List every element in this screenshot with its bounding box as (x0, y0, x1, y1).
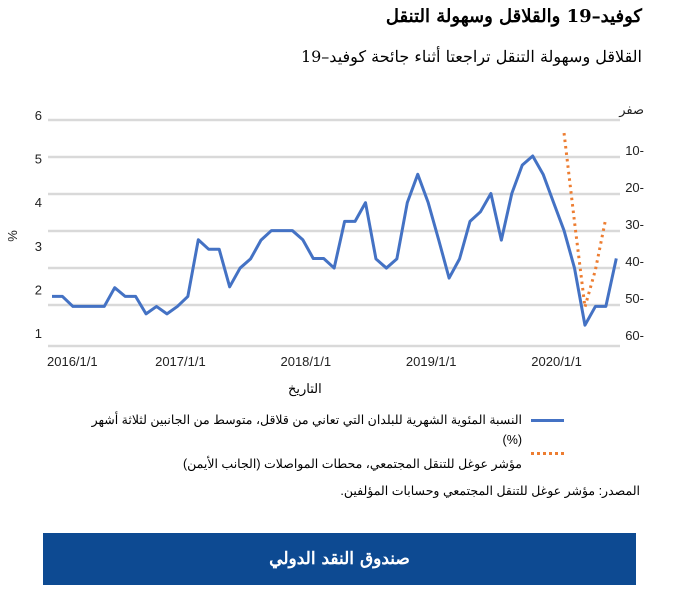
x-tick-label: 2018/1/1 (280, 354, 331, 369)
series-line-unrest (52, 154, 618, 327)
y-right-tick-label: 30- (625, 217, 644, 232)
y-tick-label: 4 (35, 195, 42, 210)
series-line-mobility (562, 132, 608, 308)
y-axis-right-label: % من الانحراف عن الخط الأساسي (654, 0, 671, 132)
y-tick-label: 5 (35, 152, 42, 167)
y-tick-label: 2 (35, 282, 42, 297)
legend: النسبة المئوية الشهرية للبلدان التي تعان… (72, 410, 564, 474)
legend-line-solid-icon (531, 419, 564, 422)
x-tick-label: 2016/1/1 (47, 354, 98, 369)
y-right-tick-label: 10- (625, 143, 644, 158)
y-right-tick-label: 50- (625, 291, 644, 306)
y-axis-label: % (5, 230, 20, 242)
x-tick-label: 2017/1/1 (155, 354, 206, 369)
legend-item-unrest: النسبة المئوية الشهرية للبلدان التي تعان… (72, 410, 564, 450)
x-tick-label: 2019/1/1 (406, 354, 457, 369)
y-tick-label: 1 (35, 326, 42, 341)
x-axis-label: التاريخ (288, 381, 322, 396)
y-tick-label: 6 (35, 108, 42, 123)
chart-title: كوفيد–19 والقلاقل وسهولة التنقل (385, 6, 642, 27)
legend-label: مؤشر عوغل للتنقل المجتمعي، محطات المواصل… (182, 457, 522, 471)
legend-line-dotted-icon (531, 452, 564, 455)
y-tick-label: 3 (35, 239, 42, 254)
notes-area: النسبة المئوية الشهرية للبلدان التي تعان… (40, 410, 640, 500)
chart-subtitle: القلاقل وسهولة التنقل تراجعتا أثناء جائح… (300, 47, 642, 66)
imf-footer-banner: صندوق النقد الدولي (43, 533, 636, 585)
line-chart: 6 5 4 3 2 1 صفر 10- 20- 30- 40- 50- 60- 2016/1/1 201… (5, 0, 671, 369)
y-right-tick-label: 60- (625, 328, 644, 343)
source-note: المصدر: مؤشر عوغل للتنقل المجتمعي وحسابا… (340, 484, 640, 498)
y-right-tick-label: 20- (625, 180, 644, 195)
legend-item-mobility: مؤشر عوغل للتنقل المجتمعي، محطات المواصل… (72, 452, 564, 474)
legend-label: النسبة المئوية الشهرية للبلدان التي تعان… (91, 413, 522, 447)
x-tick-label: 2020/1/1 (531, 354, 582, 369)
y-right-tick-label: صفر (618, 102, 644, 118)
y-right-tick-label: 40- (625, 254, 644, 269)
